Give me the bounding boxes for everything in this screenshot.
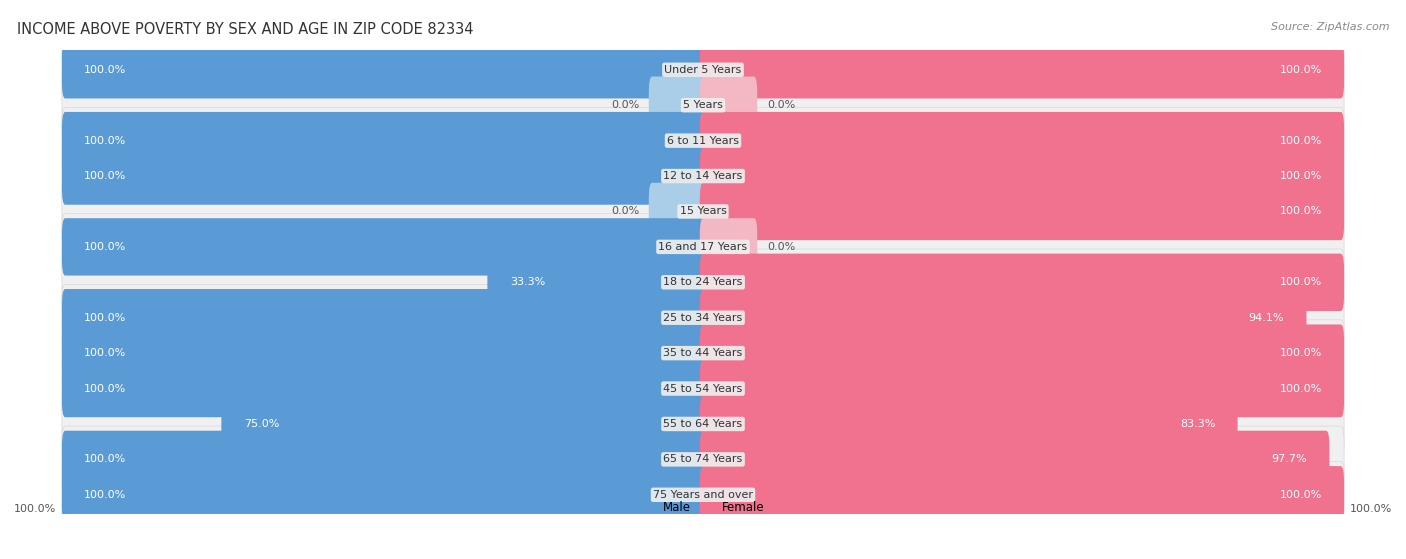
Text: 100.0%: 100.0% bbox=[1350, 504, 1392, 514]
FancyBboxPatch shape bbox=[62, 143, 1344, 209]
FancyBboxPatch shape bbox=[62, 41, 706, 98]
FancyBboxPatch shape bbox=[700, 466, 1344, 523]
FancyBboxPatch shape bbox=[62, 426, 1344, 492]
Text: 16 and 17 Years: 16 and 17 Years bbox=[658, 242, 748, 252]
Text: 100.0%: 100.0% bbox=[1279, 277, 1322, 287]
Text: 33.3%: 33.3% bbox=[510, 277, 546, 287]
FancyBboxPatch shape bbox=[62, 218, 706, 276]
FancyBboxPatch shape bbox=[62, 289, 706, 347]
FancyBboxPatch shape bbox=[700, 289, 1306, 347]
Text: INCOME ABOVE POVERTY BY SEX AND AGE IN ZIP CODE 82334: INCOME ABOVE POVERTY BY SEX AND AGE IN Z… bbox=[17, 22, 474, 37]
FancyBboxPatch shape bbox=[62, 466, 706, 523]
FancyBboxPatch shape bbox=[700, 254, 1344, 311]
FancyBboxPatch shape bbox=[62, 249, 1344, 316]
Text: 100.0%: 100.0% bbox=[1279, 348, 1322, 358]
FancyBboxPatch shape bbox=[648, 183, 706, 240]
Text: 100.0%: 100.0% bbox=[84, 454, 127, 465]
FancyBboxPatch shape bbox=[221, 395, 706, 453]
FancyBboxPatch shape bbox=[62, 36, 1344, 103]
Text: 100.0%: 100.0% bbox=[84, 136, 127, 146]
FancyBboxPatch shape bbox=[62, 178, 1344, 245]
Text: Under 5 Years: Under 5 Years bbox=[665, 65, 741, 75]
Text: 100.0%: 100.0% bbox=[84, 242, 127, 252]
FancyBboxPatch shape bbox=[62, 148, 706, 205]
Text: 100.0%: 100.0% bbox=[1279, 490, 1322, 500]
FancyBboxPatch shape bbox=[62, 360, 706, 417]
FancyBboxPatch shape bbox=[700, 324, 1344, 382]
Text: 0.0%: 0.0% bbox=[766, 100, 794, 110]
FancyBboxPatch shape bbox=[62, 320, 1344, 386]
FancyBboxPatch shape bbox=[700, 395, 1237, 453]
Text: 100.0%: 100.0% bbox=[1279, 65, 1322, 75]
Text: 100.0%: 100.0% bbox=[1279, 171, 1322, 181]
Text: 100.0%: 100.0% bbox=[1279, 383, 1322, 394]
Text: 35 to 44 Years: 35 to 44 Years bbox=[664, 348, 742, 358]
FancyBboxPatch shape bbox=[62, 356, 1344, 422]
FancyBboxPatch shape bbox=[700, 112, 1344, 169]
Text: 100.0%: 100.0% bbox=[1279, 206, 1322, 216]
Text: 100.0%: 100.0% bbox=[84, 348, 127, 358]
FancyBboxPatch shape bbox=[700, 148, 1344, 205]
Text: 0.0%: 0.0% bbox=[612, 100, 640, 110]
Text: 15 Years: 15 Years bbox=[679, 206, 727, 216]
FancyBboxPatch shape bbox=[62, 72, 1344, 139]
Text: 100.0%: 100.0% bbox=[84, 65, 127, 75]
Text: 65 to 74 Years: 65 to 74 Years bbox=[664, 454, 742, 465]
Legend: Male, Female: Male, Female bbox=[637, 496, 769, 519]
FancyBboxPatch shape bbox=[700, 77, 758, 134]
FancyBboxPatch shape bbox=[62, 430, 706, 488]
Text: 5 Years: 5 Years bbox=[683, 100, 723, 110]
Text: 18 to 24 Years: 18 to 24 Years bbox=[664, 277, 742, 287]
FancyBboxPatch shape bbox=[62, 391, 1344, 457]
FancyBboxPatch shape bbox=[62, 462, 1344, 528]
Text: 75 Years and over: 75 Years and over bbox=[652, 490, 754, 500]
Text: 0.0%: 0.0% bbox=[612, 206, 640, 216]
Text: 100.0%: 100.0% bbox=[1279, 136, 1322, 146]
Text: 94.1%: 94.1% bbox=[1249, 312, 1284, 323]
FancyBboxPatch shape bbox=[62, 112, 706, 169]
Text: 25 to 34 Years: 25 to 34 Years bbox=[664, 312, 742, 323]
FancyBboxPatch shape bbox=[488, 254, 706, 311]
Text: 55 to 64 Years: 55 to 64 Years bbox=[664, 419, 742, 429]
FancyBboxPatch shape bbox=[700, 218, 758, 276]
Text: 100.0%: 100.0% bbox=[84, 312, 127, 323]
Text: Source: ZipAtlas.com: Source: ZipAtlas.com bbox=[1271, 22, 1389, 32]
FancyBboxPatch shape bbox=[62, 214, 1344, 280]
FancyBboxPatch shape bbox=[648, 77, 706, 134]
FancyBboxPatch shape bbox=[700, 183, 1344, 240]
Text: 100.0%: 100.0% bbox=[84, 490, 127, 500]
Text: 83.3%: 83.3% bbox=[1180, 419, 1215, 429]
FancyBboxPatch shape bbox=[62, 324, 706, 382]
Text: 45 to 54 Years: 45 to 54 Years bbox=[664, 383, 742, 394]
Text: 100.0%: 100.0% bbox=[84, 383, 127, 394]
Text: 100.0%: 100.0% bbox=[84, 171, 127, 181]
FancyBboxPatch shape bbox=[700, 41, 1344, 98]
FancyBboxPatch shape bbox=[62, 285, 1344, 351]
FancyBboxPatch shape bbox=[62, 107, 1344, 174]
Text: 0.0%: 0.0% bbox=[766, 242, 794, 252]
Text: 75.0%: 75.0% bbox=[243, 419, 278, 429]
Text: 97.7%: 97.7% bbox=[1271, 454, 1308, 465]
Text: 100.0%: 100.0% bbox=[14, 504, 56, 514]
FancyBboxPatch shape bbox=[700, 360, 1344, 417]
Text: 12 to 14 Years: 12 to 14 Years bbox=[664, 171, 742, 181]
Text: 6 to 11 Years: 6 to 11 Years bbox=[666, 136, 740, 146]
FancyBboxPatch shape bbox=[700, 430, 1330, 488]
